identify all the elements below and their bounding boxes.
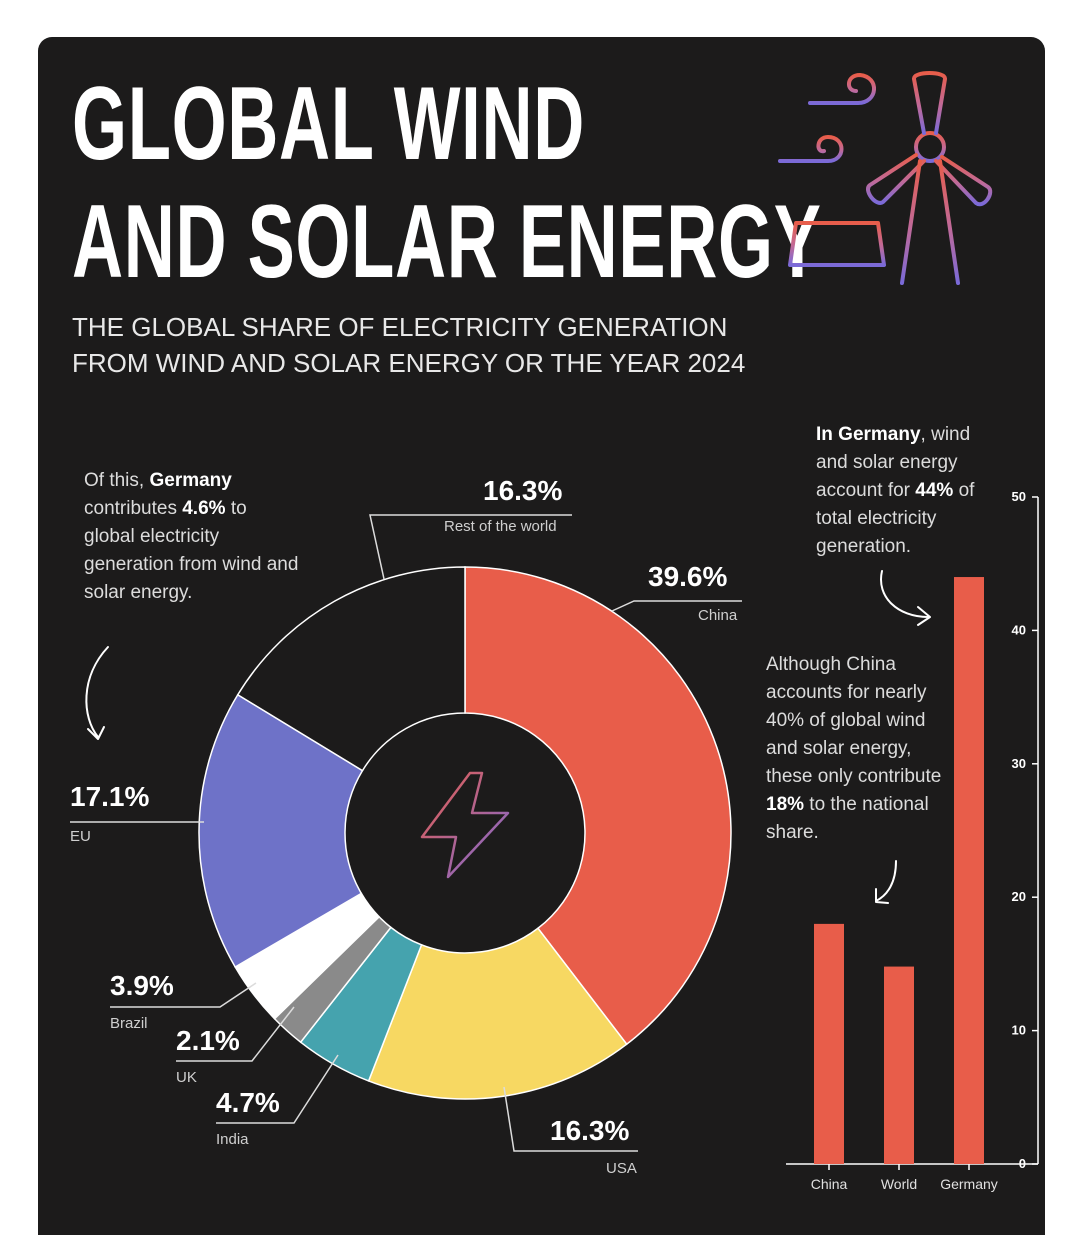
leader-china	[611, 600, 742, 612]
bar-germany	[954, 577, 984, 1164]
y-tick-label: 10	[1012, 1023, 1026, 1038]
x-tick-label-germany: Germany	[940, 1176, 998, 1192]
lightning-icon	[420, 771, 510, 879]
label-name-uk: UK	[176, 1069, 197, 1086]
y-tick-label: 20	[1012, 889, 1026, 904]
leader-brazil	[110, 982, 257, 1008]
slice-usa	[367, 927, 628, 1100]
bar-chart: 0 10 20 30 40 50 China World Germany	[786, 489, 1039, 1192]
label-name-india: India	[216, 1131, 249, 1148]
bar-china	[814, 923, 844, 1164]
label-value-brazil: 3.9%	[110, 970, 174, 1001]
label-value-china: 39.6%	[648, 561, 728, 592]
note-china-national: Although China accounts for nearly 40% o…	[766, 654, 942, 843]
label-name-china: China	[698, 607, 738, 624]
leader-rest	[369, 514, 572, 580]
title-line-2: AND SOLAR ENERGY	[72, 184, 822, 300]
label-value-india: 4.7%	[216, 1087, 280, 1118]
label-name-usa: USA	[606, 1160, 637, 1177]
subtitle-line-2: FROM WIND AND SOLAR ENERGY OR THE YEAR 2…	[72, 348, 746, 378]
leader-usa	[503, 1086, 638, 1152]
label-name-rest: Rest of the world	[444, 518, 557, 535]
y-tick-label: 0	[1019, 1156, 1026, 1171]
bar-world	[884, 966, 914, 1164]
y-tick-label: 50	[1012, 489, 1026, 504]
y-tick-label: 40	[1012, 622, 1026, 637]
label-name-eu: EU	[70, 828, 91, 845]
slice-china	[464, 566, 732, 1046]
x-tick-label-world: World	[881, 1176, 917, 1192]
label-value-uk: 2.1%	[176, 1025, 240, 1056]
label-value-eu: 17.1%	[70, 781, 150, 812]
page-title: GLOBAL WIND AND SOLAR ENERGY	[72, 65, 822, 301]
label-name-brazil: Brazil	[110, 1015, 148, 1032]
slice-rest-of-the-world	[236, 566, 466, 772]
donut-chart	[70, 514, 742, 1152]
leader-uk	[176, 1006, 295, 1062]
x-tick-label-china: China	[811, 1176, 848, 1192]
y-tick-label: 30	[1012, 756, 1026, 771]
label-value-usa: 16.3%	[550, 1115, 630, 1146]
leader-india	[216, 1054, 339, 1124]
note-germany-global: Of this, Germany contributes 4.6% to glo…	[84, 470, 299, 603]
title-line-1: GLOBAL WIND	[72, 66, 585, 182]
subtitle-line-1: THE GLOBAL SHARE OF ELECTRICITY GENERATI…	[72, 312, 728, 342]
note-germany-national: In Germany, wind and solar energy accoun…	[816, 424, 975, 557]
label-value-rest: 16.3%	[483, 475, 563, 506]
infographic-card: GLOBAL WIND AND SOLAR ENERGY THE GLOBAL …	[38, 37, 1045, 1235]
slice-eu	[198, 693, 364, 968]
page-subtitle: THE GLOBAL SHARE OF ELECTRICITY GENERATI…	[72, 309, 832, 381]
